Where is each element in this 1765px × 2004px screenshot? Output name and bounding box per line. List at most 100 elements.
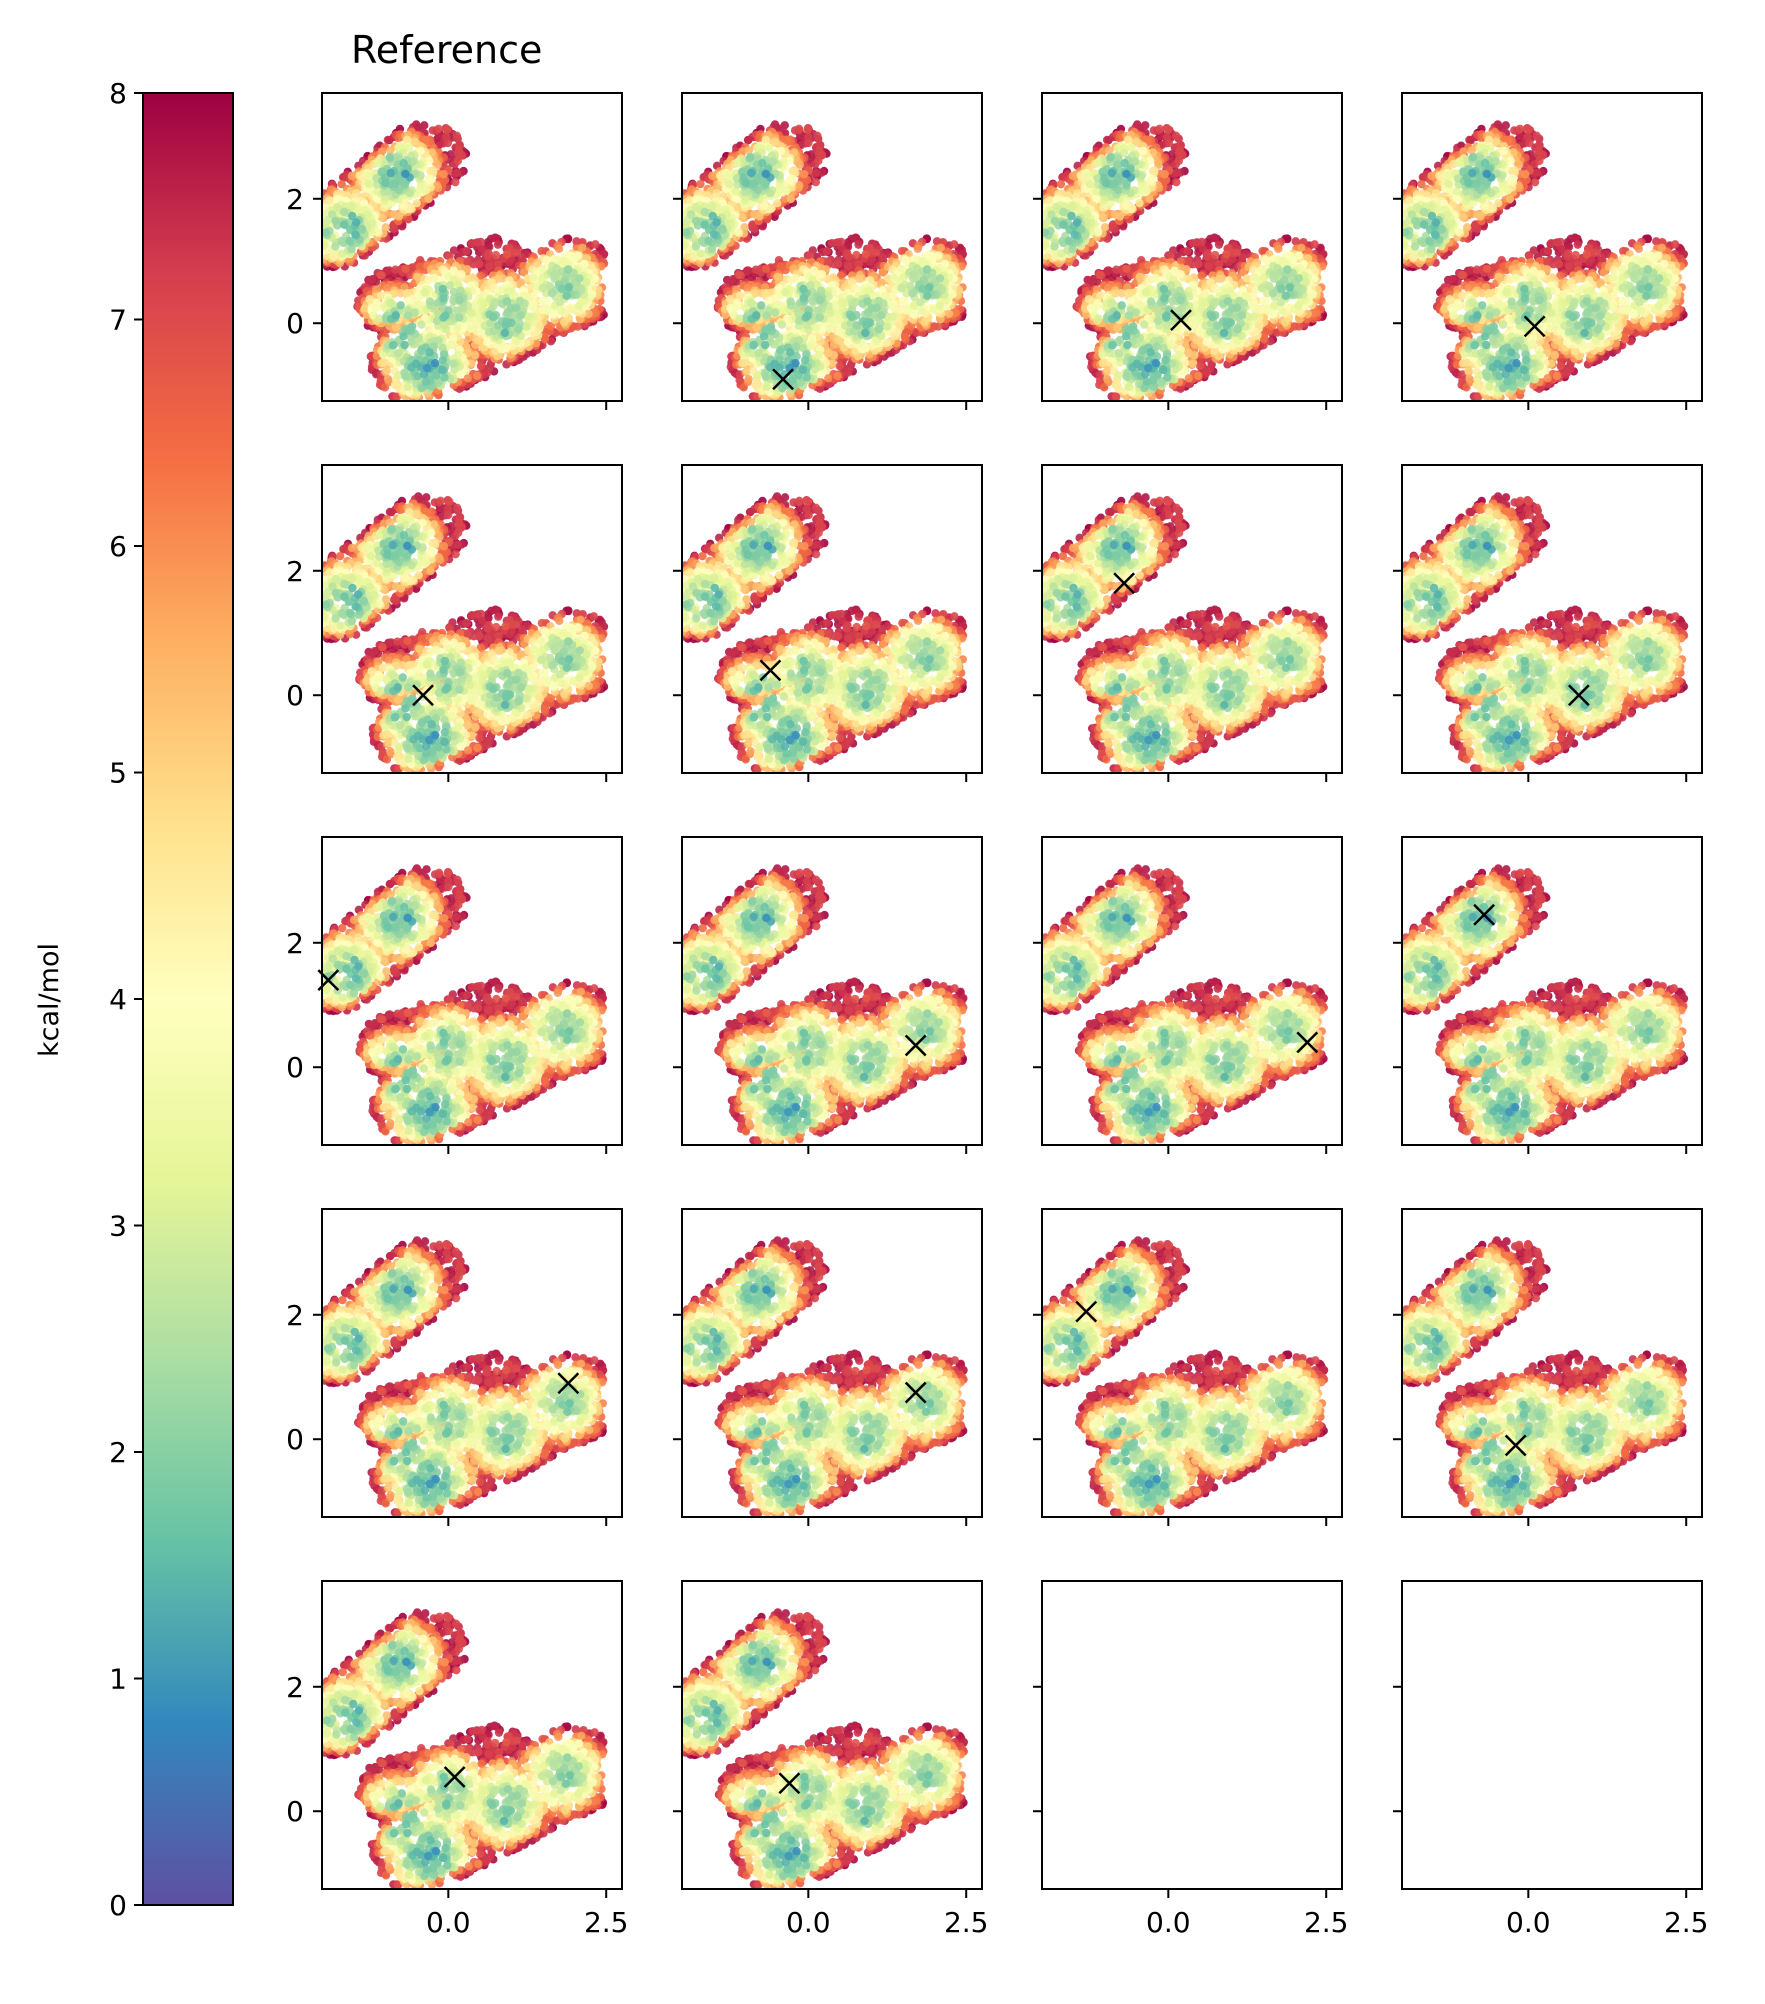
x-marker [443, 1766, 466, 1788]
scatter-points [1402, 492, 1689, 773]
subplot-panel: 0.0 2.5 [673, 1580, 989, 1939]
y-tick-label: 2 [286, 183, 304, 216]
axes-frame [1041, 1208, 1343, 1518]
x-marker [1504, 1434, 1527, 1457]
x-marker [1296, 1031, 1319, 1054]
colorbar-tick-label: 1 [109, 1663, 127, 1696]
x-tick-label: 0.0 [1506, 1906, 1551, 1939]
y-tick-label: 0 [286, 1423, 304, 1456]
scatter-points [682, 1236, 968, 1517]
colorbar: kcal/mol 0 1 2 3 4 5 6 7 8 [34, 77, 234, 1922]
scatter-points [1402, 1236, 1688, 1517]
x-marker [759, 659, 782, 682]
y-tick-label: 0 [286, 1795, 304, 1828]
scatter-points [682, 1608, 969, 1889]
subplot-panel: 02 [286, 836, 623, 1154]
subplot-panel: 0.0 2.5 0 2 [286, 1580, 629, 1939]
subplot-panel [1393, 92, 1703, 410]
y-tick-label: 0 [286, 307, 304, 340]
subplot-panel [1033, 836, 1343, 1154]
subplot-panel: 02 [286, 92, 623, 410]
subplot-panel [1393, 1208, 1703, 1526]
subplot-panel: 0.0 2.5 [1393, 1580, 1709, 1939]
colorbar-tick-label: 3 [109, 1210, 127, 1243]
colorbar-tick-label: 4 [109, 983, 127, 1016]
scatter-points [1042, 864, 1329, 1145]
axes-frame [321, 1208, 623, 1518]
axes-frame [1401, 92, 1703, 402]
axes-frame [1041, 92, 1343, 402]
x-marker [1473, 903, 1495, 926]
x-tick-label: 2.5 [1664, 1906, 1709, 1939]
subplot-panel: 02 [286, 1208, 623, 1526]
x-marker [1523, 315, 1546, 338]
scatter-points [682, 120, 968, 401]
scatter-points [1042, 492, 1328, 773]
subplot-panel [1393, 464, 1703, 782]
scatter-points [1042, 1236, 1329, 1517]
axes-frame [1401, 836, 1703, 1146]
subplot-panel: 02 [286, 464, 623, 782]
scatter-points [322, 120, 609, 401]
colorbar-tick-label: 0 [109, 1889, 127, 1922]
x-tick-label: 0.0 [426, 1906, 471, 1939]
axes-frame [1041, 1580, 1343, 1890]
subplot-panel [673, 1208, 983, 1526]
x-marker [557, 1372, 580, 1395]
x-tick-label: 2.5 [1304, 1906, 1349, 1939]
y-tick-label: 2 [286, 1671, 304, 1704]
axes-frame [1401, 464, 1703, 774]
subplot-panel [1393, 836, 1703, 1154]
axes-frame [681, 1580, 983, 1890]
axes-frame [1401, 1580, 1703, 1890]
axes-frame [681, 1208, 983, 1518]
x-marker [904, 1381, 927, 1404]
scatter-points [322, 1236, 608, 1517]
subplot-panel [673, 464, 983, 782]
y-tick-label: 2 [286, 1299, 304, 1332]
subplot-panel [1033, 464, 1343, 782]
x-marker [904, 1034, 927, 1057]
subplot-panel [1033, 92, 1343, 410]
subplot-panel [1033, 1208, 1343, 1526]
y-tick-label: 0 [286, 1051, 304, 1084]
reference-title: Reference [351, 28, 542, 72]
x-tick-label: 0.0 [1146, 1906, 1191, 1939]
x-tick-label: 2.5 [584, 1906, 629, 1939]
colorbar-tick-label: 7 [109, 304, 127, 337]
scatter-points [322, 864, 608, 1145]
scatter-points [682, 864, 968, 1145]
axes-frame [321, 464, 623, 774]
axes-frame [321, 836, 623, 1146]
scatter-points [1402, 120, 1689, 401]
scatter-points [1042, 120, 1328, 401]
axes-frame [681, 464, 983, 774]
scatter-points [1402, 864, 1689, 1145]
x-marker [1075, 1300, 1098, 1323]
scatter-points [682, 492, 968, 773]
axes-frame [321, 92, 623, 402]
x-marker [1113, 572, 1135, 595]
colorbar-tick-label: 2 [109, 1436, 127, 1469]
subplot-panel: 0.0 2.5 [1033, 1580, 1349, 1939]
x-marker [412, 684, 434, 707]
scatter-points [322, 492, 609, 773]
axes-frame [1401, 1208, 1703, 1518]
x-tick-label: 2.5 [944, 1906, 989, 1939]
x-marker [772, 368, 794, 391]
colorbar-tick-label: 8 [109, 77, 127, 110]
y-tick-label: 2 [286, 927, 304, 960]
axes-frame [321, 1580, 623, 1890]
x-marker [778, 1772, 801, 1795]
x-marker [1170, 309, 1192, 331]
y-tick-label: 0 [286, 679, 304, 712]
scatter-points [322, 1608, 608, 1889]
colorbar-tick-label: 6 [109, 530, 127, 563]
colorbar-label: kcal/mol [34, 943, 65, 1057]
subplot-panel [673, 836, 983, 1154]
x-marker [1567, 684, 1590, 707]
axes-frame [681, 92, 983, 402]
axes-frame [1041, 464, 1343, 774]
